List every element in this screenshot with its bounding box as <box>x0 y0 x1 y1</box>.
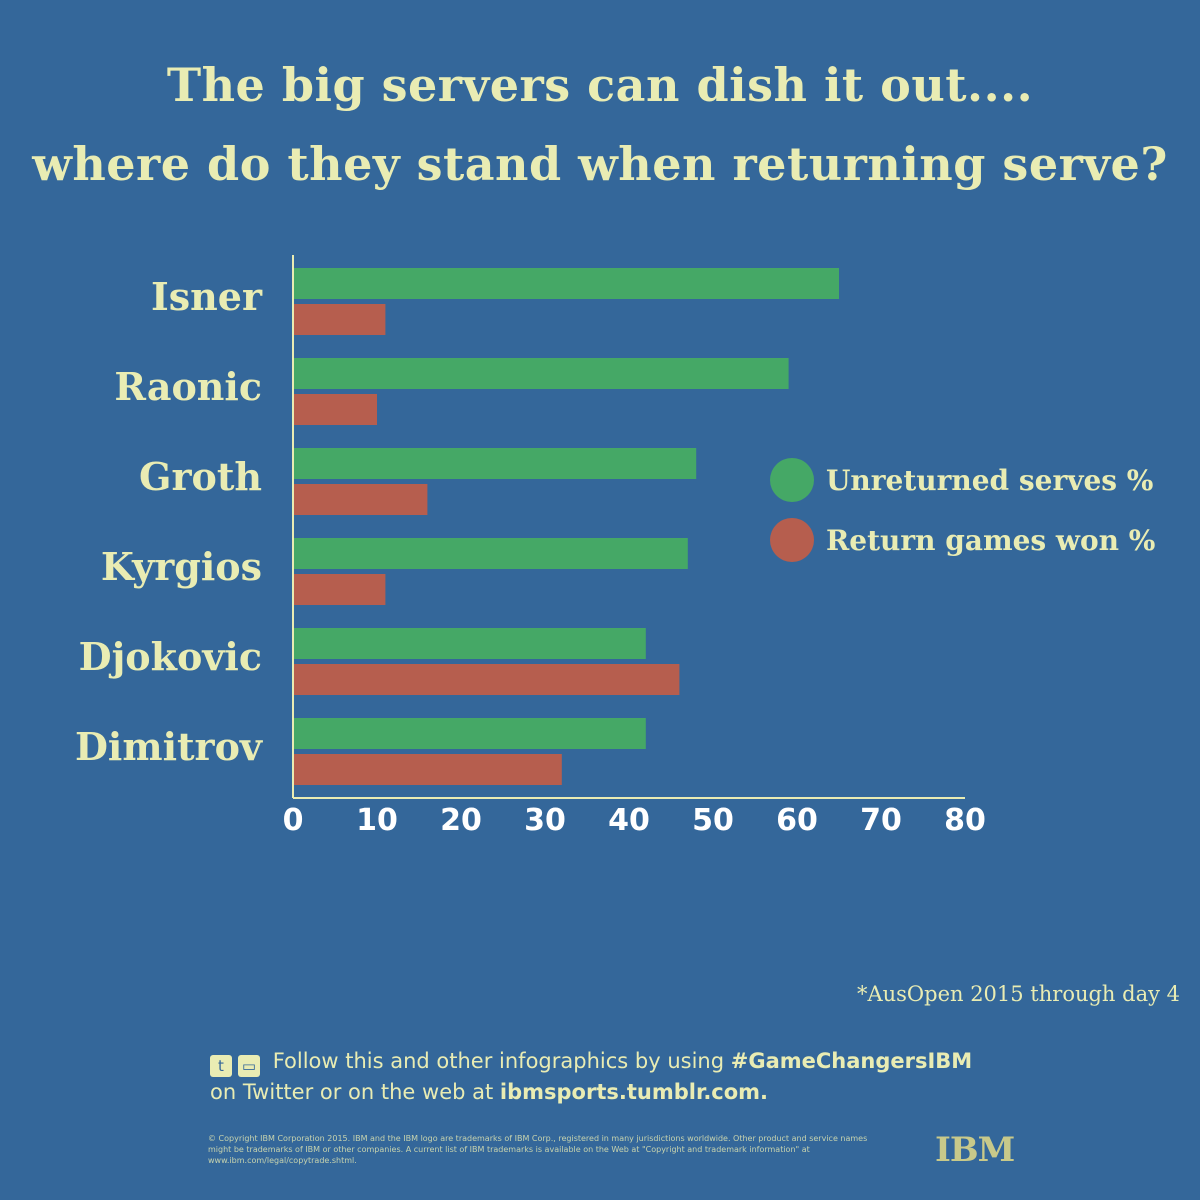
x-tick-label: 20 <box>440 803 482 838</box>
category-label: Kyrgios <box>101 544 262 589</box>
category-label: Isner <box>151 274 263 319</box>
x-tick-label: 10 <box>356 803 398 838</box>
ibm-logo: IBM <box>935 1130 1015 1170</box>
title-line-2: where do they stand when returning serve… <box>32 137 1168 191</box>
legend-swatch-green <box>770 458 814 502</box>
bar-raonic-unreturned <box>293 358 789 389</box>
legend-item-unreturned: Unreturned serves % <box>770 458 1153 502</box>
bar-groth-return <box>293 484 428 515</box>
legal-text: © Copyright IBM Corporation 2015. IBM an… <box>208 1134 868 1165</box>
footnote: *AusOpen 2015 through day 4 <box>856 982 1180 1006</box>
category-label: Groth <box>139 454 262 499</box>
x-tick-label: 30 <box>524 803 566 838</box>
x-tick-label: 60 <box>776 803 818 838</box>
bar-dimitrov-return <box>293 754 562 785</box>
category-label: Dimitrov <box>75 724 264 769</box>
x-tick-label: 80 <box>944 803 986 838</box>
follow-text: t ▭ Follow this and other infographics by… <box>210 1049 973 1104</box>
hashtag[interactable]: #GameChangersIBM <box>730 1049 973 1073</box>
category-label: Raonic <box>114 364 262 409</box>
legend-swatch-red <box>770 518 814 562</box>
bar-kyrgios-return <box>293 574 386 605</box>
bar-djokovic-return <box>293 664 680 695</box>
x-tick-label: 0 <box>283 803 304 838</box>
bar-chart: Isner Raonic Groth Kyrgios Djokovic Dimitrov 0… <box>75 255 986 838</box>
category-label: Djokovic <box>79 634 262 679</box>
bar-kyrgios-unreturned <box>293 538 688 569</box>
twitter-icon[interactable]: t <box>210 1055 232 1077</box>
x-tick-label: 50 <box>692 803 734 838</box>
x-tick-label: 70 <box>860 803 902 838</box>
bar-groth-unreturned <box>293 448 697 479</box>
title-line-1: The big servers can dish it out.... <box>166 58 1034 112</box>
bar-djokovic-unreturned <box>293 628 646 659</box>
bar-isner-unreturned <box>293 268 839 299</box>
bar-dimitrov-unreturned <box>293 718 646 749</box>
legend-label: Return games won % <box>826 523 1156 557</box>
legend-item-return: Return games won % <box>770 518 1155 562</box>
url-link[interactable]: ibmsports.tumblr.com. <box>499 1080 769 1104</box>
x-tick-label: 40 <box>608 803 650 838</box>
bar-isner-return <box>293 304 386 335</box>
legend-label: Unreturned serves % <box>826 463 1154 497</box>
bar-raonic-return <box>293 394 377 425</box>
computer-icon[interactable]: ▭ <box>238 1055 260 1077</box>
